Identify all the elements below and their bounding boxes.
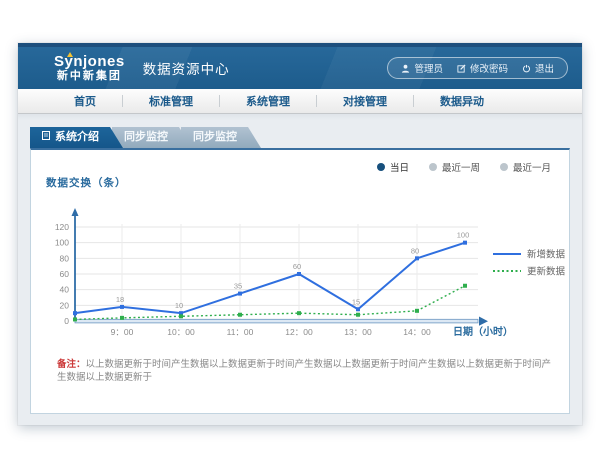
user-menu: 管理员 修改密码 退出	[387, 57, 568, 79]
radio-dot-icon	[428, 163, 437, 171]
svg-text:120: 120	[55, 222, 69, 232]
logout-button[interactable]: 退出	[522, 61, 554, 75]
chart-panel: 当日 最近一周 最近一月 数据交换（条） 0 20 40 60 80 100 120 9：00…	[30, 148, 570, 414]
top-navy-strip	[18, 43, 582, 47]
svg-text:40: 40	[60, 285, 70, 295]
page-title: 数据资源中心	[142, 62, 230, 77]
svg-text:35: 35	[234, 282, 242, 291]
radio-today[interactable]: 当日	[376, 160, 409, 174]
line-chart: 0 20 40 60 80 100 120 9：00 10：00 11：00 12：00 13：00 1…	[55, 208, 566, 338]
y-axis-label: 数据交换（条）	[46, 177, 127, 189]
nav-item-home[interactable]: 首页	[74, 96, 96, 108]
note-label: 备注：	[57, 359, 86, 370]
nav-item-data-change[interactable]: 数据异动	[440, 96, 484, 108]
change-password-button[interactable]: 修改密码	[457, 61, 508, 75]
tab-sync-monitor-1[interactable]: 同步监控	[112, 127, 192, 148]
logo-spark-icon	[67, 51, 73, 57]
svg-text:60: 60	[293, 262, 301, 271]
content-area: 系统介绍 同步监控 同步监控 当日 最近一周	[18, 114, 582, 424]
svg-text:60: 60	[60, 269, 70, 279]
nav-separator	[316, 95, 317, 107]
svg-text:新增数据: 新增数据	[527, 249, 566, 261]
logo-subtitle: 新中新集团	[56, 69, 122, 82]
svg-text:9：00: 9：00	[111, 327, 134, 337]
nav-item-standard-mgmt[interactable]: 标准管理	[149, 96, 193, 108]
svg-text:10：00: 10：00	[167, 327, 195, 337]
radio-dot-icon	[376, 163, 385, 171]
svg-text:14：00: 14：00	[403, 327, 431, 337]
nav-separator	[413, 95, 414, 107]
tab-sync-monitor-2[interactable]: 同步监控	[181, 127, 261, 148]
footer-note: 备注：以上数据更新于时间产生数据以上数据更新于时间产生数据以上数据更新于时间产生…	[57, 358, 553, 385]
svg-text:11：00: 11：00	[227, 327, 254, 337]
chart-container: 0 20 40 60 80 100 120 9：00 10：00 11：00 12：00 13：00 1…	[31, 196, 567, 348]
nav-item-system-mgmt[interactable]: 系统管理	[246, 96, 290, 108]
svg-text:20: 20	[60, 300, 70, 310]
note-text: 以上数据更新于时间产生数据以上数据更新于时间产生数据以上数据更新于时间产生数据以…	[57, 359, 552, 384]
nav-separator	[219, 95, 220, 107]
edit-icon	[457, 63, 466, 73]
svg-text:日期（小时）: 日期（小时）	[453, 325, 513, 338]
nav-item-interface-mgmt[interactable]: 对接管理	[343, 96, 387, 108]
power-icon	[522, 64, 531, 73]
user-menu-admin[interactable]: 管理员	[401, 61, 443, 75]
nav-separator	[122, 95, 123, 107]
tab-system-intro[interactable]: 系统介绍	[30, 127, 123, 148]
main-nav: 首页 标准管理 系统管理 对接管理 数据异动	[18, 89, 582, 114]
svg-text:80: 80	[411, 246, 419, 255]
svg-text:更新数据: 更新数据	[527, 266, 566, 278]
tab-bar: 系统介绍 同步监控 同步监控	[30, 127, 250, 148]
app-window: Synjones 新中新集团 数据资源中心 管理员 修改密码	[18, 43, 582, 425]
svg-text:10: 10	[175, 301, 183, 310]
company-logo: Synjones 新中新集团	[54, 51, 125, 82]
svg-text:100: 100	[55, 238, 69, 248]
svg-text:15: 15	[352, 297, 360, 306]
user-icon	[401, 64, 410, 73]
document-icon	[42, 127, 50, 148]
svg-text:18: 18	[116, 295, 124, 304]
radio-last-month[interactable]: 最近一月	[499, 160, 551, 174]
app-header: Synjones 新中新集团 数据资源中心 管理员 修改密码	[18, 47, 582, 89]
radio-dot-icon	[499, 163, 508, 171]
logo-brand: Synjones	[54, 52, 125, 70]
svg-text:80: 80	[60, 253, 70, 263]
time-range-filter: 当日 最近一周 最近一月	[376, 160, 551, 174]
radio-last-week[interactable]: 最近一周	[428, 160, 480, 174]
svg-text:12：00: 12：00	[285, 327, 313, 337]
svg-text:0: 0	[64, 316, 69, 326]
svg-text:100: 100	[457, 231, 470, 240]
svg-text:13：00: 13：00	[344, 327, 372, 337]
